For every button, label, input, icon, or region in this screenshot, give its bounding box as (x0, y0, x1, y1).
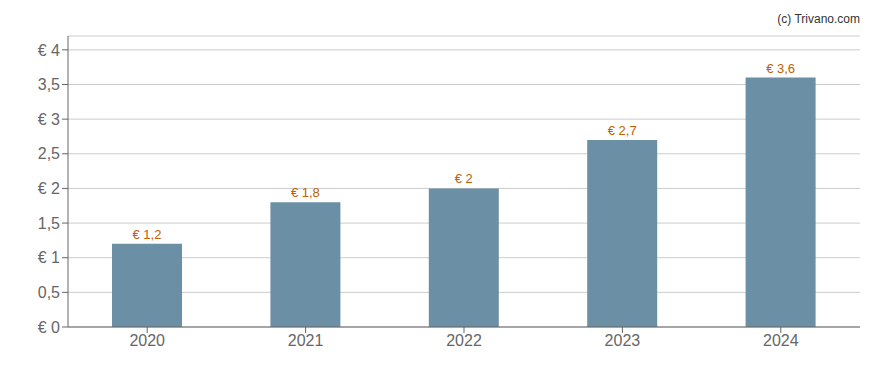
svg-text:€ 3: € 3 (38, 111, 60, 128)
html-text:(c) Trivano.com: (c) Trivano.com (777, 12, 860, 26)
svg-text:2024: 2024 (763, 332, 799, 349)
svg-text:€ 0: € 0 (38, 319, 60, 336)
svg-text:1,5: 1,5 (38, 215, 60, 232)
svg-text:€ 2: € 2 (455, 171, 473, 186)
svg-text:€ 1,8: € 1,8 (291, 185, 320, 200)
svg-text:2023: 2023 (605, 332, 641, 349)
svg-text:2020: 2020 (129, 332, 165, 349)
svg-text:3,5: 3,5 (38, 76, 60, 93)
svg-text:€ 2,7: € 2,7 (608, 123, 637, 138)
svg-text:€ 1,2: € 1,2 (133, 227, 162, 242)
svg-text:€ 1: € 1 (38, 249, 60, 266)
svg-text:2021: 2021 (288, 332, 324, 349)
svg-text:€ 4: € 4 (38, 42, 60, 59)
svg-text:€ 3,6: € 3,6 (766, 61, 795, 76)
svg-text:2022: 2022 (446, 332, 482, 349)
svg-text:€ 2: € 2 (38, 180, 60, 197)
svg-text:2,5: 2,5 (38, 145, 60, 162)
svg-text:0,5: 0,5 (38, 284, 60, 301)
